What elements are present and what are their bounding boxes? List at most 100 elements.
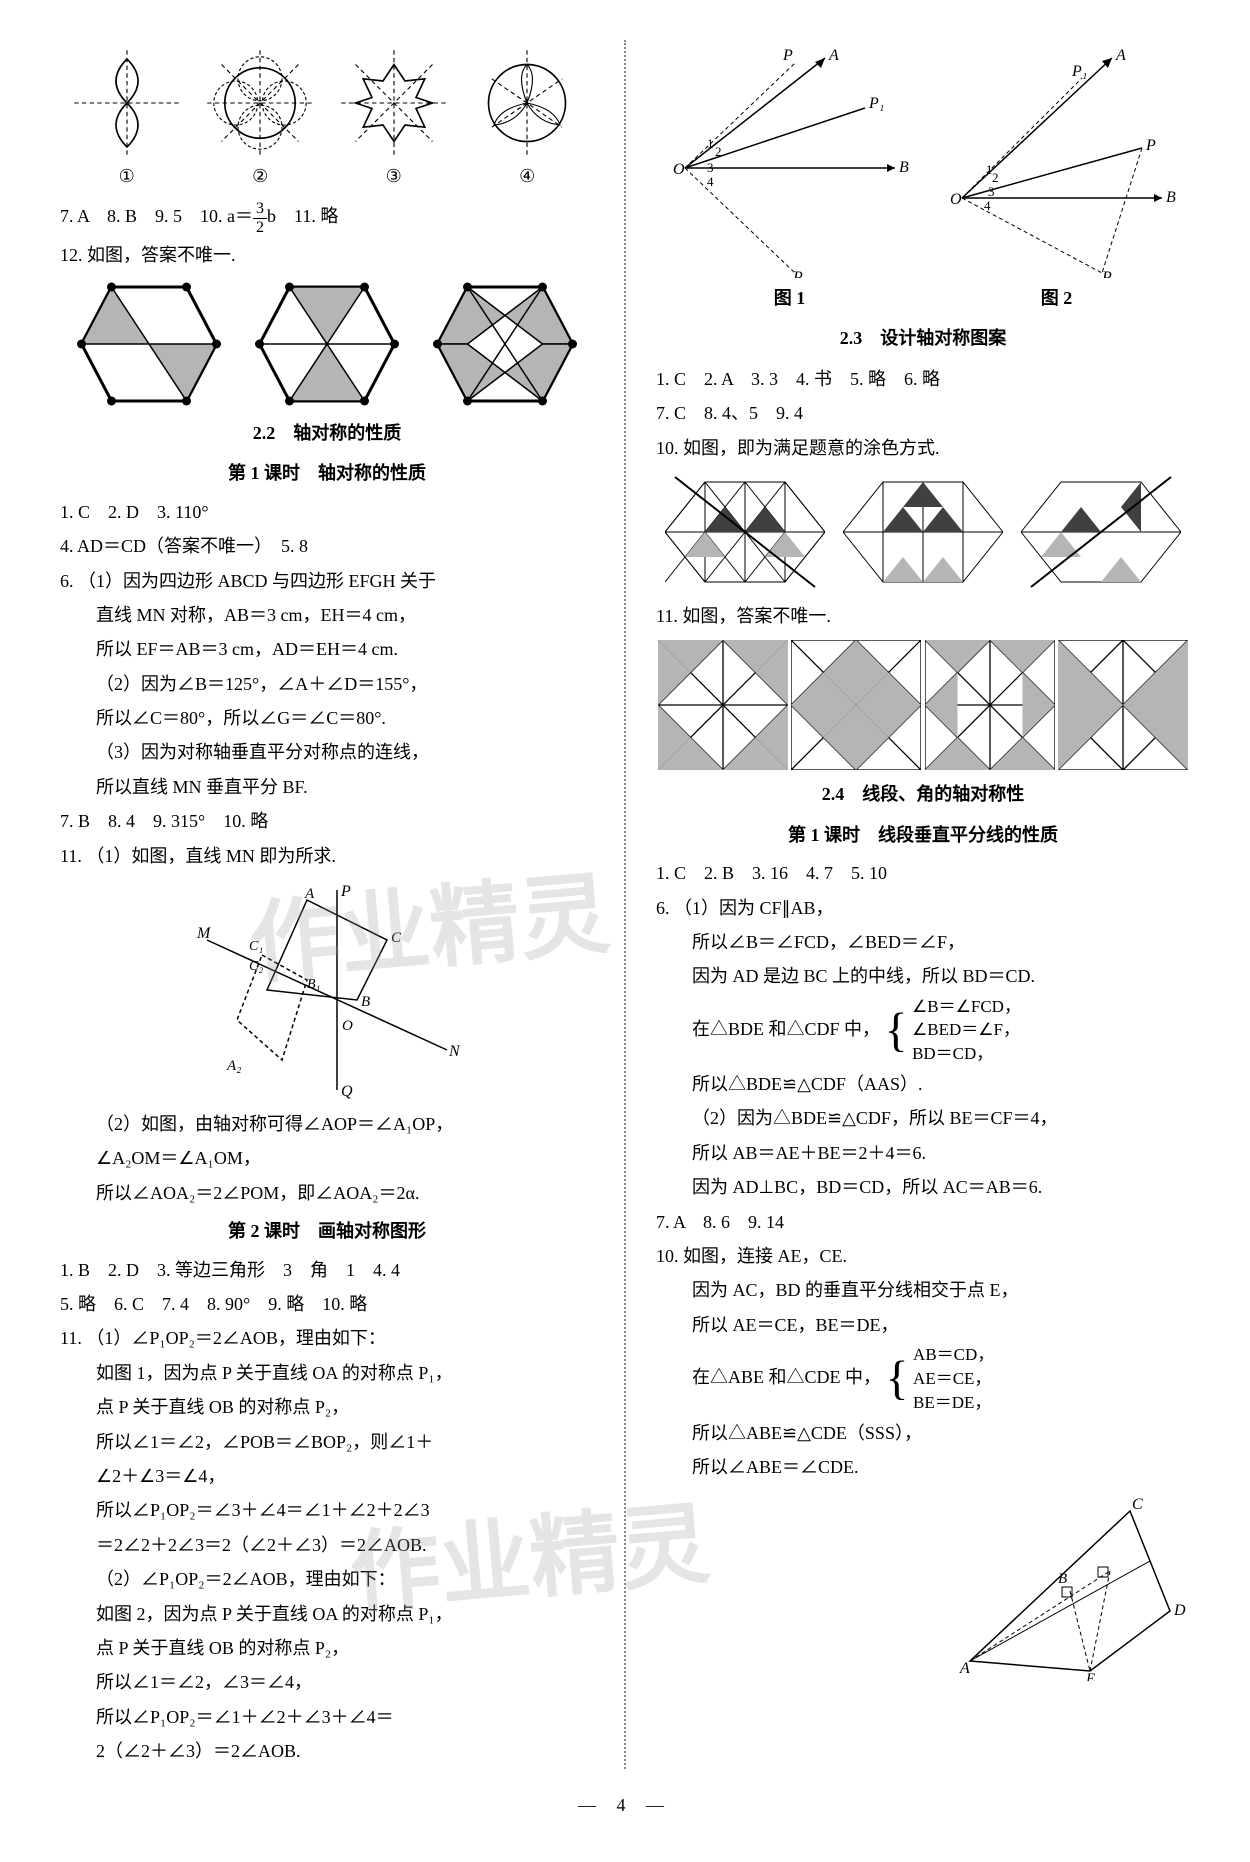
answer-line: 10. 如图，连接 AE，CE. — [656, 1240, 1190, 1272]
answer-line: 在△ABE 和△CDE 中， { AB＝CD， AE＝CE， BE＝DE， — [656, 1343, 1190, 1414]
text: 在△ABE 和△CDE 中， — [692, 1367, 881, 1387]
answer-line: 所以∠1＝∠2，∠3＝∠4， — [60, 1666, 594, 1698]
answer-line: 因为 AD 是边 BC 上的中线，所以 BD＝CD. — [656, 960, 1190, 992]
answer-line: 点 P 关于直线 OB 的对称点 P₂， — [60, 1632, 594, 1664]
svg-text:P₂: P₂ — [1101, 269, 1118, 278]
fig-label: ③ — [386, 160, 402, 192]
figure-labels: 图 1 图 2 — [656, 282, 1190, 314]
lesson-title: 第 1 课时 线段垂直平分线的性质 — [656, 819, 1190, 851]
svg-text:1: 1 — [707, 136, 714, 151]
fraction: 32 — [253, 200, 267, 236]
svg-text:P: P — [782, 48, 793, 64]
answer-line: 12. 如图，答案不唯一. — [60, 239, 594, 271]
square-pattern-icon — [925, 640, 1055, 770]
answer-line: 2（∠2＋∠3）＝2∠AOB. — [60, 1735, 594, 1767]
section-title: 2.3 设计轴对称图案 — [656, 322, 1190, 354]
triangle-grid-icon — [843, 472, 1003, 592]
svg-text:B: B — [899, 159, 909, 176]
svg-text:C₁: C₁ — [249, 939, 263, 954]
triangle-grid-row — [656, 472, 1190, 592]
answer-line: 所以∠AOA₂＝2∠POM，即∠AOA₂＝2α. — [60, 1177, 594, 1209]
answer-line: 所以∠C＝80°，所以∠G＝∠C＝80°. — [60, 702, 594, 734]
answer-line: 1. C 2. A 3. 3 4. 书 5. 略 6. 略 — [656, 363, 1190, 395]
svg-text:3: 3 — [988, 184, 995, 199]
answer-line: （2）因为△BDE≌△CDF，所以 BE＝CF＝4， — [656, 1102, 1190, 1134]
svg-text:P₂: P₂ — [792, 269, 809, 278]
fig-label: 图 1 — [774, 282, 806, 314]
answer-line: （3）因为对称轴垂直平分对称点的连线， — [60, 736, 594, 768]
answer-line: 6. （1）因为四边形 ABCD 与四边形 EFGH 关于 — [60, 565, 594, 597]
triangle-grid-icon — [1021, 472, 1181, 592]
figure-3-icon — [339, 48, 449, 158]
answer-line: 所以 AE＝CE，BE＝DE， — [656, 1309, 1190, 1341]
answer-line: 在△BDE 和△CDF 中， { ∠B＝∠FCD， ∠BED＝∠F， BD＝CD… — [656, 995, 1190, 1066]
svg-text:C₂: C₂ — [249, 959, 263, 974]
svg-text:B: B — [1166, 189, 1176, 206]
svg-text:M: M — [196, 925, 212, 942]
answer-line: 所以∠ABE＝∠CDE. — [656, 1451, 1190, 1483]
answer-line: 所以△ABE≌△CDE（SSS）， — [656, 1417, 1190, 1449]
answer-line: 所以∠1＝∠2，∠POB＝∠BOP₂，则∠1＋ — [60, 1426, 594, 1458]
figure-q11: M N P Q A C B O A₂ C₁ C₂ B₁ — [60, 880, 594, 1100]
svg-text:4: 4 — [707, 174, 714, 189]
answer-line: 6. （1）因为 CF∥AB， — [656, 892, 1190, 924]
svg-text:O: O — [950, 191, 962, 208]
brace-content: ∠B＝∠FCD， ∠BED＝∠F， BD＝CD， — [912, 995, 1021, 1066]
answer-line: 直线 MN 对称，AB＝3 cm，EH＝4 cm， — [60, 599, 594, 631]
figure-labels-top: ① ② ③ ④ — [60, 160, 594, 192]
lesson-title: 第 1 课时 轴对称的性质 — [60, 457, 594, 489]
answer-line: 7. C 8. 4、5 9. 4 — [656, 397, 1190, 429]
answer-line: 点 P 关于直线 OB 的对称点 P₂， — [60, 1391, 594, 1423]
figure-2-icon — [205, 48, 315, 158]
hexagon-row — [60, 279, 594, 409]
svg-text:E: E — [1085, 1671, 1095, 1681]
section-title: 2.4 线段、角的轴对称性 — [656, 778, 1190, 810]
angle-figure-2-icon: O A B P₁ P P₂ 12 34 — [932, 48, 1182, 278]
text: 在△BDE 和△CDF 中， — [692, 1019, 880, 1039]
answer-line: 7. A 8. 6 9. 14 — [656, 1206, 1190, 1238]
fig-label: ④ — [519, 160, 535, 192]
svg-text:B: B — [1058, 1571, 1067, 1587]
svg-text:A: A — [959, 1660, 970, 1677]
triangle-grid-icon — [665, 472, 825, 592]
answer-line: 所以∠P₁OP₂＝∠3＋∠4＝∠1＋∠2＋2∠3 — [60, 1494, 594, 1526]
svg-text:2: 2 — [992, 170, 999, 185]
figure-4-icon — [472, 48, 582, 158]
answer-line: 11. 如图，答案不唯一. — [656, 600, 1190, 632]
answer-line: 10. 如图，即为满足题意的涂色方式. — [656, 432, 1190, 464]
answer-line: 11. （1）如图，直线 MN 即为所求. — [60, 840, 594, 872]
hexagon-icon — [74, 279, 224, 409]
geometry-figure-icon: M N P Q A C B O A₂ C₁ C₂ B₁ — [187, 880, 467, 1100]
svg-text:P₁: P₁ — [1071, 63, 1087, 80]
left-column: ① ② ③ ④ 7. A 8. B 9. 5 10. a＝32b 11. 略 1… — [60, 40, 594, 1769]
svg-text:N: N — [448, 1043, 461, 1060]
svg-text:P: P — [1145, 137, 1156, 154]
svg-text:A: A — [828, 48, 839, 64]
square-grid-row — [656, 640, 1190, 770]
svg-text:A: A — [304, 886, 315, 902]
answer-line: 所以 AB＝AE＋BE＝2＋4＝6. — [656, 1137, 1190, 1169]
svg-text:D: D — [1173, 1602, 1186, 1619]
figure-1-icon — [72, 48, 182, 158]
fig-label: 图 2 — [1041, 282, 1073, 314]
answer-line: （2）∠P₁OP₂＝2∠AOB，理由如下： — [60, 1563, 594, 1595]
hexagon-icon — [252, 279, 402, 409]
answer-line: 所以△BDE≌△CDF（AAS）. — [656, 1068, 1190, 1100]
page-content: ① ② ③ ④ 7. A 8. B 9. 5 10. a＝32b 11. 略 1… — [60, 40, 1190, 1769]
answer-line: 5. 略 6. C 7. 4 8. 90° 9. 略 10. 略 — [60, 1288, 594, 1320]
answer-line: ＝2∠2＋2∠3＝2（∠2＋∠3）＝2∠AOB. — [60, 1529, 594, 1561]
answer-line: 所以∠B＝∠FCD，∠BED＝∠F， — [656, 926, 1190, 958]
answer-line: 所以直线 MN 垂直平分 BF. — [60, 771, 594, 803]
svg-text:A: A — [1115, 48, 1126, 64]
answer-line: 因为 AC，BD 的垂直平分线相交于点 E， — [656, 1274, 1190, 1306]
brace-icon: { — [886, 1352, 909, 1405]
svg-text:Q: Q — [341, 1083, 353, 1100]
answer-line: 1. C 2. B 3. 16 4. 7 5. 10 — [656, 857, 1190, 889]
answer-line: （2）因为∠B＝125°，∠A＋∠D＝155°， — [60, 668, 594, 700]
svg-text:O: O — [673, 161, 685, 178]
svg-text:C: C — [1132, 1496, 1143, 1513]
right-column: O A B P P₁ P₂ 12 34 O A B P₁ P P₂ 12 34 — [656, 40, 1190, 1769]
hexagon-icon — [430, 279, 580, 409]
column-divider — [624, 40, 626, 1769]
svg-text:3: 3 — [707, 160, 714, 175]
